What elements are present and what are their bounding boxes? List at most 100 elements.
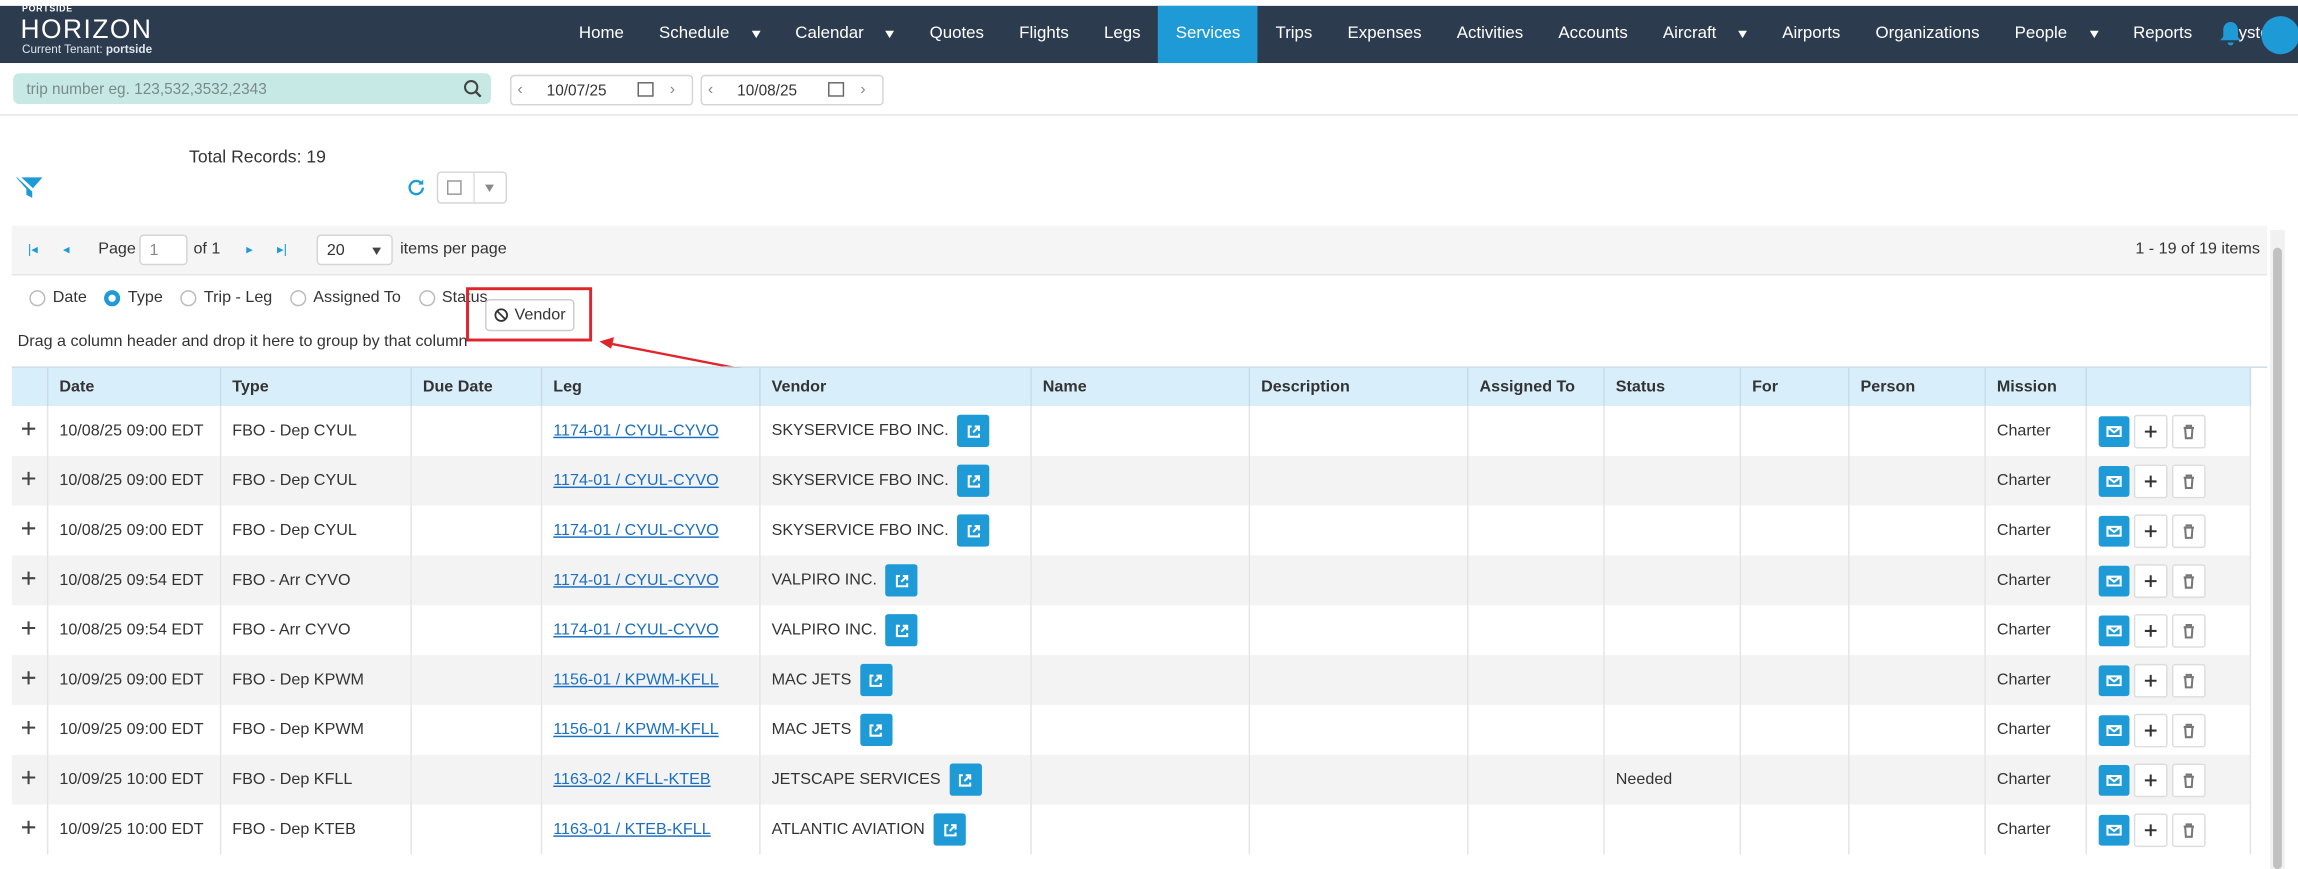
group-option[interactable]: Trip - Leg (180, 289, 272, 306)
nav-item[interactable]: Services (1158, 5, 1258, 64)
radio[interactable] (418, 289, 435, 306)
vendor-link[interactable] (957, 464, 990, 497)
first-page[interactable]: |◂ (27, 241, 38, 257)
add-button[interactable] (2133, 663, 2167, 697)
expand[interactable] (11, 455, 48, 506)
vendor-link[interactable] (949, 763, 982, 796)
next-date[interactable]: › (860, 80, 866, 99)
date-from-picker[interactable]: ‹ 10/07/25 › (510, 74, 694, 106)
group-option[interactable]: Type (104, 289, 163, 306)
email-button[interactable] (2097, 814, 2129, 845)
leg-link[interactable]: 1156-01 / KPWM-KFLL (553, 671, 719, 689)
delete-button[interactable] (2171, 762, 2205, 797)
delete-button[interactable] (2171, 613, 2205, 648)
email-button[interactable] (2097, 415, 2129, 447)
email-button[interactable] (2097, 564, 2129, 596)
email-button[interactable] (2097, 764, 2129, 796)
leg-link[interactable]: 1174-01 / CYUL-CYVO (553, 571, 719, 590)
search-icon[interactable] (463, 79, 482, 98)
nav-item[interactable]: Expenses (1330, 6, 1439, 63)
column-header[interactable]: Name (1030, 367, 1250, 406)
email-button[interactable] (2097, 714, 2129, 746)
vendor-link[interactable] (957, 414, 990, 447)
nav-item[interactable]: Calendar (778, 6, 912, 63)
nav-item[interactable]: Quotes (912, 6, 1002, 63)
column-header[interactable]: Mission (1984, 367, 2087, 406)
vendor-link[interactable] (860, 713, 893, 746)
add-button[interactable] (2133, 812, 2167, 847)
vendor-link[interactable] (933, 813, 966, 846)
nav-item[interactable]: Airports (1765, 6, 1858, 63)
delete-button[interactable] (2171, 563, 2205, 598)
radio[interactable] (29, 289, 46, 306)
leg-link[interactable]: 1163-02 / KFLL-KTEB (553, 770, 711, 789)
nav-item[interactable]: Flights (1002, 6, 1087, 63)
add-button[interactable] (2133, 712, 2167, 747)
nav-item[interactable]: Organizations (1858, 6, 1997, 63)
delete-button[interactable] (2171, 812, 2205, 847)
group-chip[interactable]: Vendor (485, 298, 575, 332)
leg-link[interactable]: 1174-01 / CYUL-CYVO (553, 471, 719, 490)
vendor-link[interactable] (885, 614, 919, 647)
nav-item[interactable]: People (1997, 6, 2115, 63)
expand[interactable] (11, 405, 48, 456)
expand[interactable] (11, 804, 48, 855)
column-header[interactable]: Type (219, 367, 412, 406)
nav-item[interactable]: Home (561, 6, 641, 63)
expand[interactable] (11, 505, 48, 556)
refresh[interactable] (406, 177, 427, 198)
add-button[interactable] (2133, 414, 2167, 448)
expand[interactable] (11, 754, 48, 805)
nav-item[interactable]: Reports (2116, 6, 2210, 63)
brand[interactable]: HORIZON (20, 14, 153, 44)
group-option[interactable]: Status (418, 289, 488, 306)
column-header[interactable]: Person (1848, 367, 1986, 406)
nav-item[interactable]: Trips (1258, 6, 1330, 63)
column-header[interactable]: For (1739, 367, 1849, 406)
expand[interactable] (11, 605, 48, 656)
scrollbar[interactable] (2270, 230, 2285, 869)
delete-button[interactable] (2171, 663, 2205, 697)
nav-item[interactable]: Legs (1086, 6, 1158, 63)
email-button[interactable] (2097, 664, 2129, 696)
page-size[interactable]: 20 (316, 234, 393, 266)
scroll-thumb[interactable] (2273, 247, 2282, 869)
radio[interactable] (289, 289, 306, 306)
next-date[interactable]: › (669, 80, 676, 99)
leg-link[interactable]: 1156-01 / KPWM-KFLL (553, 721, 719, 739)
delete-button[interactable] (2171, 513, 2205, 548)
add-button[interactable] (2133, 563, 2167, 598)
add-button[interactable] (2133, 513, 2167, 548)
calendar-icon[interactable] (828, 82, 845, 97)
nav-item[interactable]: Accounts (1541, 6, 1646, 63)
clear-filter[interactable] (15, 174, 44, 199)
prev-date[interactable]: ‹ (517, 80, 523, 99)
prev-page[interactable]: ◂ (63, 241, 70, 257)
nav-item[interactable]: Schedule (641, 6, 777, 63)
leg-link[interactable]: 1174-01 / CYUL-CYVO (553, 621, 719, 639)
group-option[interactable]: Date (29, 289, 87, 306)
group-option[interactable]: Assigned To (289, 289, 401, 306)
add-button[interactable] (2133, 463, 2167, 498)
vendor-link[interactable] (860, 663, 893, 697)
column-header[interactable]: Date (46, 367, 221, 406)
next-page[interactable]: ▸ (246, 241, 253, 257)
date-to-picker[interactable]: ‹ 10/08/25 › (700, 74, 884, 106)
radio[interactable] (104, 289, 121, 306)
column-header[interactable]: Status (1603, 367, 1741, 406)
email-button[interactable] (2097, 465, 2129, 497)
expand[interactable] (11, 704, 48, 755)
nav-item[interactable]: Activities (1439, 6, 1541, 63)
page-input[interactable]: 1 (139, 234, 188, 266)
add-button[interactable] (2133, 762, 2167, 797)
add-button[interactable] (2133, 613, 2167, 648)
notifications[interactable] (2216, 19, 2245, 48)
radio[interactable] (180, 289, 197, 306)
email-button[interactable] (2097, 515, 2129, 546)
leg-link[interactable]: 1174-01 / CYUL-CYVO (553, 422, 719, 440)
nav-item[interactable]: Aircraft (1645, 6, 1764, 63)
calendar-icon[interactable] (637, 82, 654, 97)
search-box[interactable]: trip number eg. 123,532,3532,2343 (13, 73, 491, 105)
delete-button[interactable] (2171, 463, 2205, 498)
email-button[interactable] (2097, 614, 2129, 646)
